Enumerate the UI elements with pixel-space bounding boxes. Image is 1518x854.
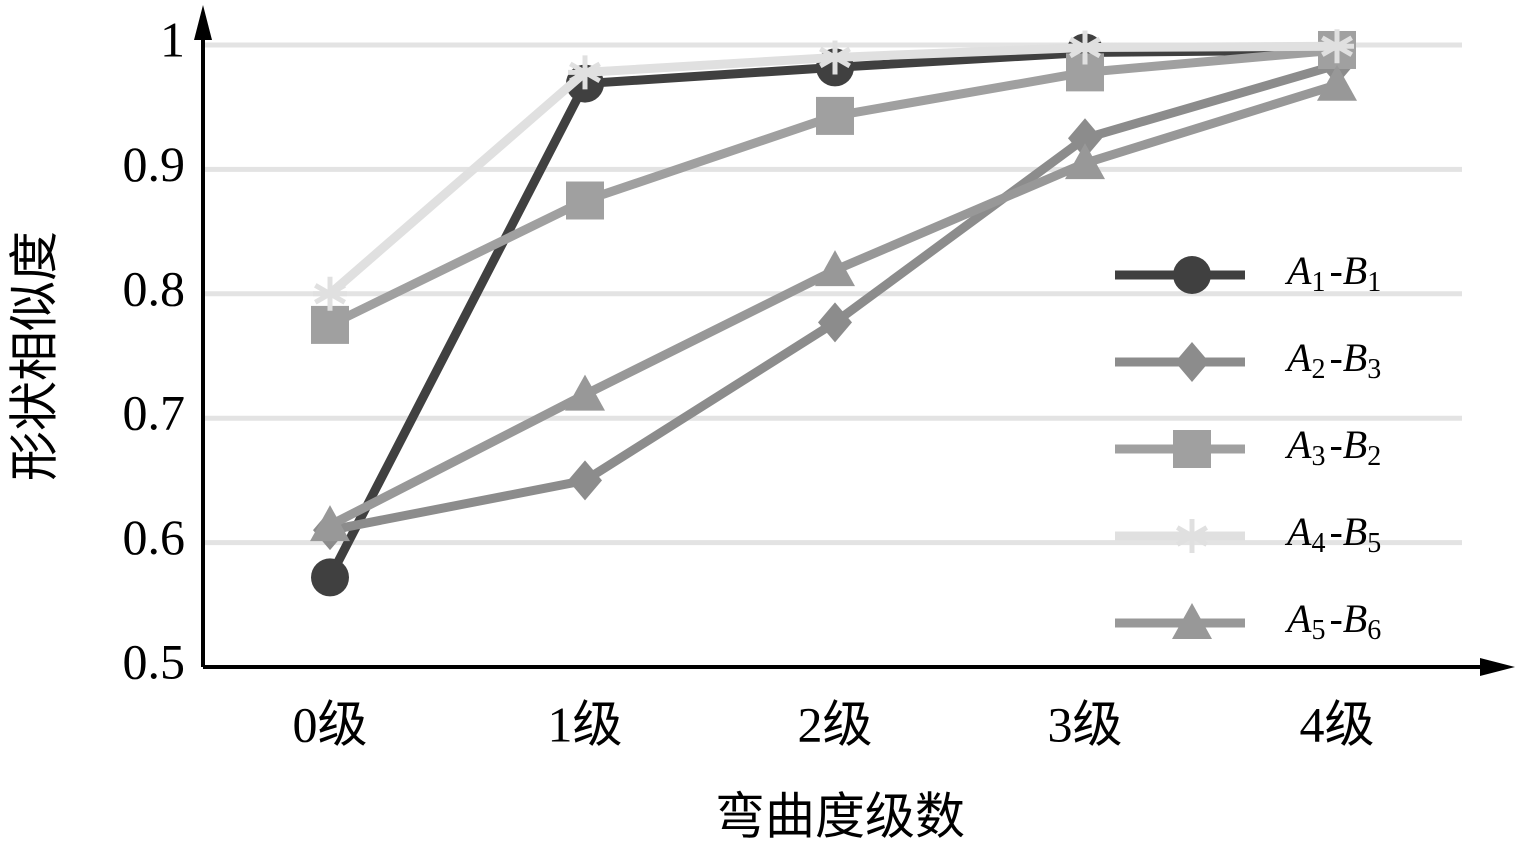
- marker: [1065, 143, 1105, 180]
- legend-label: A5 -B6: [1284, 596, 1381, 646]
- marker: [815, 250, 855, 287]
- marker: [1068, 118, 1102, 159]
- y-axis-arrow: [194, 5, 212, 40]
- marker: [816, 96, 854, 135]
- legend-label: A2 -B3: [1284, 335, 1381, 385]
- marker: [311, 558, 349, 597]
- marker: [313, 276, 347, 311]
- legend-label: A1 -B1: [1284, 248, 1381, 298]
- x-axis-arrow: [1480, 658, 1515, 676]
- legend-marker: [1175, 519, 1209, 553]
- marker: [568, 460, 602, 501]
- y-tick-label: 1: [160, 11, 185, 67]
- legend-marker: [1173, 430, 1211, 468]
- marker: [565, 374, 605, 411]
- marker: [1317, 64, 1357, 101]
- y-tick-label: 0.6: [123, 509, 186, 565]
- marker: [818, 302, 852, 343]
- legend-label: A3 -B2: [1284, 422, 1381, 472]
- y-tick-label: 0.9: [123, 136, 186, 192]
- legend-marker: [1172, 603, 1212, 639]
- legend-marker: [1175, 342, 1209, 382]
- y-tick-label: 0.5: [123, 633, 186, 689]
- x-tick-label: 4级: [1300, 696, 1375, 752]
- marker: [566, 181, 604, 220]
- y-tick-label: 0.8: [123, 260, 186, 316]
- x-axis-title: 弯曲度级数: [715, 788, 965, 844]
- marker: [311, 305, 349, 344]
- x-tick-label: 0级: [293, 696, 368, 752]
- marker: [1068, 30, 1102, 65]
- y-axis-title: 形状相似度: [6, 231, 62, 481]
- legend-label: A4 -B5: [1284, 509, 1381, 559]
- marker: [568, 55, 602, 90]
- marker: [1320, 29, 1354, 64]
- x-tick-label: 1级: [548, 696, 623, 752]
- y-tick-label: 0.7: [123, 385, 186, 441]
- legend-marker: [1173, 256, 1211, 294]
- marker: [818, 40, 852, 75]
- x-tick-label: 3级: [1048, 696, 1123, 752]
- x-tick-label: 2级: [798, 696, 873, 752]
- marker: [310, 505, 350, 542]
